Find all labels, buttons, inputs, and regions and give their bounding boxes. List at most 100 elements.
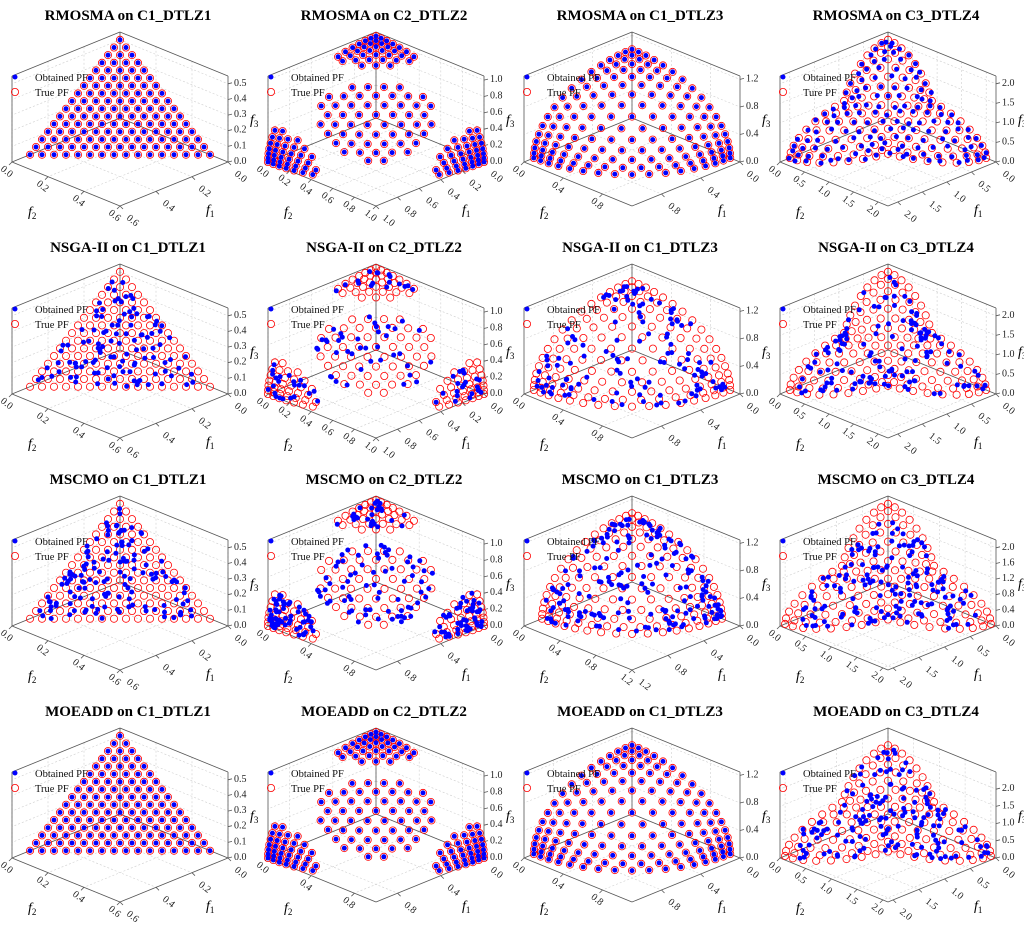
true-pf-point (110, 568, 119, 577)
true-pf-point (151, 838, 160, 847)
gridline (779, 98, 889, 143)
obtained-pf-point (925, 566, 930, 572)
true-pf-point (890, 271, 899, 280)
obtained-pf-point (123, 558, 129, 564)
obtained-pf-point (127, 369, 133, 375)
true-pf-point (169, 367, 178, 376)
obtained-pf-point (727, 150, 733, 156)
gridline (119, 798, 229, 843)
obtained-pf-point (684, 93, 690, 99)
obtained-pf-point (65, 342, 71, 348)
obtained-pf-point (803, 623, 809, 628)
x-tick-label: 0.4 (160, 894, 177, 910)
gridline (375, 516, 485, 561)
obtained-pf-point (842, 564, 848, 570)
true-pf-point (594, 400, 603, 409)
obtained-pf-point (944, 360, 950, 366)
x-tick-label: 0.8 (666, 433, 683, 449)
axis-label-sub: 2 (32, 443, 37, 453)
axis-line (631, 263, 741, 309)
obtained-pf-point (333, 379, 339, 384)
true-pf-point (92, 838, 101, 847)
obtained-pf-point (73, 374, 79, 380)
z-tick-label: 1.0 (1002, 117, 1015, 128)
true-pf-point (133, 74, 142, 83)
obtained-pf-point (325, 112, 331, 118)
true-pf-point (597, 101, 606, 110)
obtained-pf-point (296, 632, 302, 638)
obtained-pf-point (117, 794, 123, 800)
true-pf-point (86, 568, 95, 577)
true-pf-point (549, 122, 558, 131)
obtained-pf-point (48, 608, 53, 614)
gridline (289, 152, 398, 198)
true-pf-point (133, 614, 142, 623)
true-pf-point (558, 93, 567, 102)
scatter3d-panel: RMOSMA on C3_DTLZ40.00.51.01.52.00.00.51… (766, 8, 1024, 225)
true-pf-point (348, 315, 357, 324)
true-pf-point (805, 151, 814, 160)
true-pf-point (405, 575, 414, 584)
obtained-pf-point (683, 154, 689, 160)
obtained-pf-point (398, 608, 404, 614)
true-pf-point (599, 81, 608, 90)
obtained-pf-point (141, 129, 147, 135)
true-pf-point (949, 574, 958, 583)
obtained-pf-point (159, 121, 165, 127)
x-tick-label: 1.0 (380, 445, 397, 461)
obtained-pf-point (540, 123, 546, 129)
obtained-pf-point (195, 848, 201, 854)
true-pf-point (876, 280, 885, 289)
obtained-pf-point (799, 390, 805, 396)
obtained-pf-point (621, 67, 626, 73)
obtained-pf-point (277, 159, 283, 165)
x-tick-label: 0.5 (976, 411, 993, 427)
obtained-pf-point (463, 165, 469, 171)
obtained-pf-point (636, 56, 642, 62)
obtained-pf-point (141, 763, 147, 769)
obtained-pf-point (384, 552, 390, 558)
obtained-pf-point (531, 155, 537, 161)
true-pf-point (133, 135, 142, 144)
obtained-pf-point (477, 607, 483, 613)
obtained-pf-point (375, 344, 381, 350)
true-pf-point (671, 393, 680, 402)
obtained-pf-point (103, 328, 109, 334)
obtained-pf-point (93, 98, 99, 104)
true-pf-point (439, 158, 448, 167)
axis-line (779, 625, 889, 671)
obtained-pf-point (129, 525, 135, 531)
x-tick-label: 0.8 (402, 436, 419, 452)
axis-label-sub: 1 (466, 905, 471, 915)
gridline (119, 318, 229, 363)
obtained-pf-point (862, 582, 868, 588)
obtained-pf-point (856, 307, 862, 313)
true-pf-point (62, 846, 71, 855)
z-tick-label: 0.8 (490, 787, 503, 798)
obtained-pf-point (87, 832, 93, 838)
obtained-pf-point (870, 565, 876, 571)
obtained-pf-point (895, 147, 901, 152)
true-pf-point (127, 112, 136, 121)
gridline (311, 599, 420, 644)
obtained-pf-point (266, 146, 272, 152)
scatter3d-panel: RMOSMA on C1_DTLZ30.00.40.81.20.00.40.80… (510, 8, 771, 221)
obtained-pf-point (145, 382, 151, 388)
obtained-pf-point (288, 151, 294, 157)
obtained-pf-point (201, 144, 207, 150)
obtained-pf-point (455, 381, 461, 386)
true-pf-point (918, 150, 927, 159)
legend-true-marker (266, 552, 275, 561)
true-pf-point (339, 130, 348, 139)
true-pf-point (92, 762, 101, 771)
gridline (814, 147, 923, 193)
true-pf-point (380, 101, 389, 110)
true-pf-point (607, 112, 616, 121)
obtained-pf-point (294, 626, 300, 632)
true-pf-point (390, 511, 399, 520)
obtained-pf-point (860, 373, 866, 379)
obtained-pf-point (825, 574, 831, 580)
obtained-pf-point (910, 155, 916, 161)
gridline (853, 379, 962, 425)
